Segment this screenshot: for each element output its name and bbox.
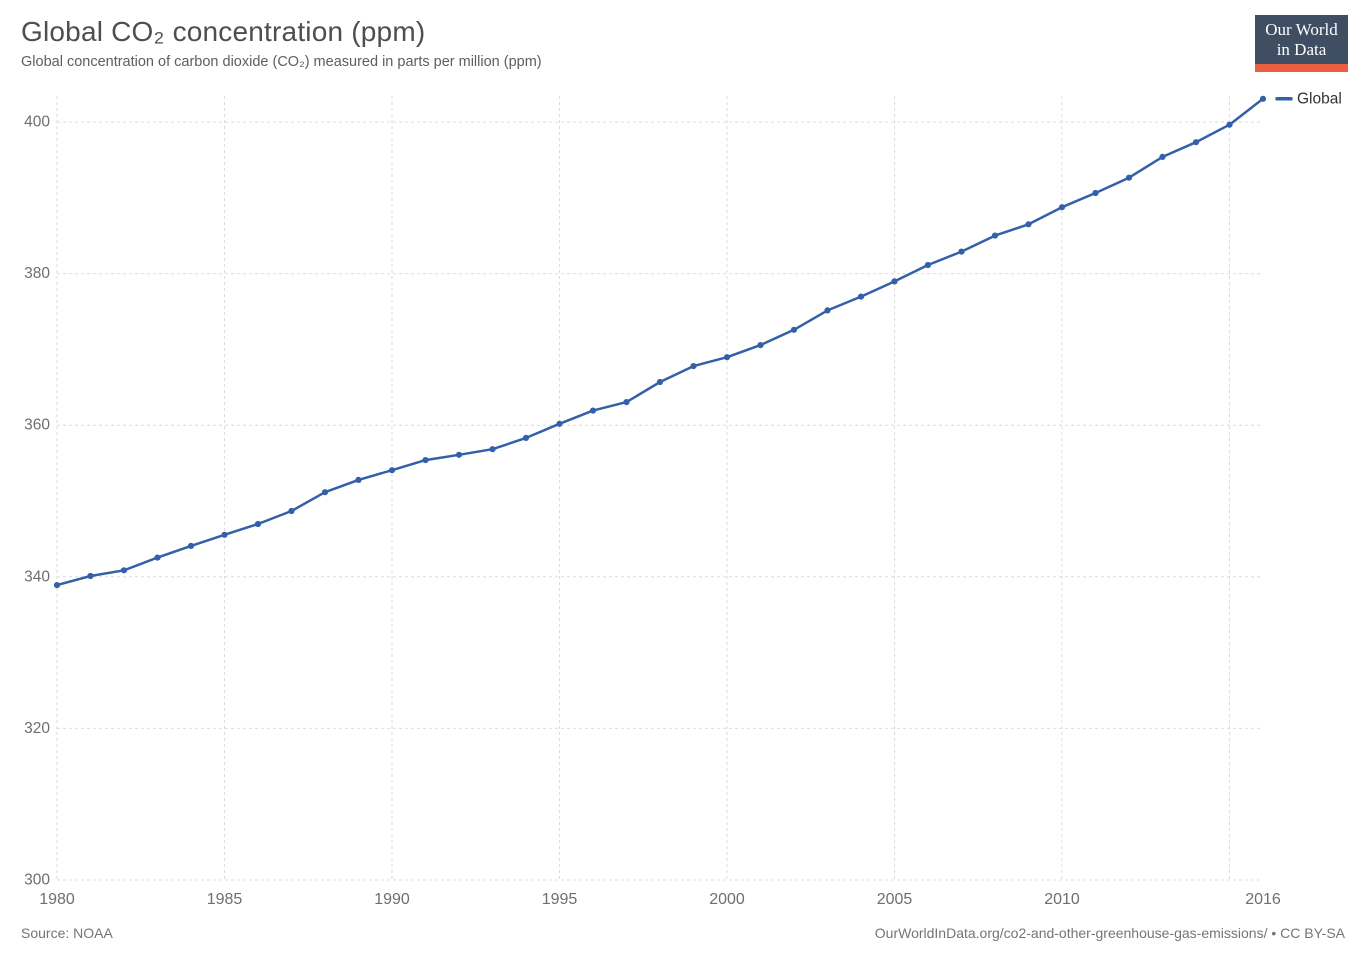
- x-tick-label-2000: 2000: [709, 891, 745, 908]
- y-tick-label-320: 320: [24, 720, 50, 737]
- data-point-2014[interactable]: [1192, 139, 1200, 146]
- data-point-1983[interactable]: [154, 554, 161, 561]
- x-tick-label-1995: 1995: [542, 891, 578, 908]
- data-point-1996[interactable]: [589, 407, 597, 414]
- data-point-2000[interactable]: [723, 354, 731, 361]
- data-point-1986[interactable]: [254, 520, 262, 528]
- data-point-1995[interactable]: [556, 420, 563, 427]
- data-point-2002[interactable]: [790, 326, 798, 333]
- data-point-1998[interactable]: [656, 378, 664, 386]
- legend-label-global[interactable]: Global: [1297, 90, 1342, 107]
- x-tick-label-2005: 2005: [877, 891, 913, 908]
- data-point-1997[interactable]: [623, 399, 630, 406]
- data-point-1989[interactable]: [355, 476, 362, 483]
- owid-logo-text: Our World in Data: [1255, 15, 1348, 64]
- x-tick-label-2010: 2010: [1044, 891, 1080, 908]
- data-point-2006[interactable]: [924, 261, 932, 269]
- data-point-1994[interactable]: [522, 434, 530, 441]
- data-point-2005[interactable]: [891, 278, 898, 285]
- x-tick-label-1990: 1990: [374, 891, 410, 908]
- x-tick-label-1985: 1985: [207, 891, 243, 908]
- license-credit-link[interactable]: OurWorldInData.org/co2-and-other-greenho…: [874, 925, 1345, 941]
- data-point-2012[interactable]: [1125, 174, 1133, 181]
- data-point-1981[interactable]: [87, 572, 94, 580]
- x-tick-label-1980: 1980: [39, 891, 75, 908]
- data-point-2009[interactable]: [1025, 221, 1032, 228]
- data-point-2004[interactable]: [857, 293, 865, 300]
- source-note[interactable]: Source: NOAA: [21, 925, 113, 941]
- data-point-1993[interactable]: [489, 446, 496, 453]
- data-point-1980[interactable]: [53, 582, 61, 589]
- data-point-2008[interactable]: [991, 232, 999, 239]
- data-point-1988[interactable]: [321, 489, 329, 496]
- data-point-2007[interactable]: [958, 248, 965, 255]
- data-point-1985[interactable]: [221, 531, 228, 538]
- data-point-1987[interactable]: [288, 507, 295, 515]
- data-point-1992[interactable]: [455, 451, 463, 458]
- data-point-2015[interactable]: [1226, 121, 1233, 128]
- data-point-2003[interactable]: [824, 307, 831, 314]
- data-point-1982[interactable]: [120, 567, 128, 574]
- data-point-1991[interactable]: [422, 457, 429, 464]
- chart-subtitle: Global concentration of carbon dioxide (…: [21, 54, 542, 70]
- y-tick-label-380: 380: [24, 265, 50, 282]
- data-point-1999[interactable]: [690, 363, 697, 370]
- y-tick-label-340: 340: [24, 568, 50, 585]
- data-point-2010[interactable]: [1058, 204, 1066, 211]
- data-point-2016[interactable]: [1259, 95, 1267, 102]
- data-point-1984[interactable]: [187, 542, 195, 550]
- data-point-2013[interactable]: [1159, 153, 1166, 160]
- x-tick-label-2016: 2016: [1245, 891, 1281, 908]
- owid-logo[interactable]: Our World in Data: [1255, 15, 1348, 72]
- data-point-2011[interactable]: [1092, 189, 1099, 197]
- y-tick-label-360: 360: [24, 417, 50, 434]
- y-tick-label-300: 300: [24, 872, 50, 889]
- data-point-1990[interactable]: [388, 467, 396, 474]
- owid-logo-line2: in Data: [1276, 39, 1327, 59]
- y-tick-label-400: 400: [24, 114, 50, 131]
- data-point-2001[interactable]: [757, 342, 764, 349]
- line-series-global[interactable]: [56, 97, 1264, 587]
- owid-logo-accent-bar: [1255, 64, 1348, 72]
- owid-logo-line1: Our World: [1265, 19, 1338, 39]
- chart-title[interactable]: Global CO₂ concentration (ppm): [21, 16, 426, 47]
